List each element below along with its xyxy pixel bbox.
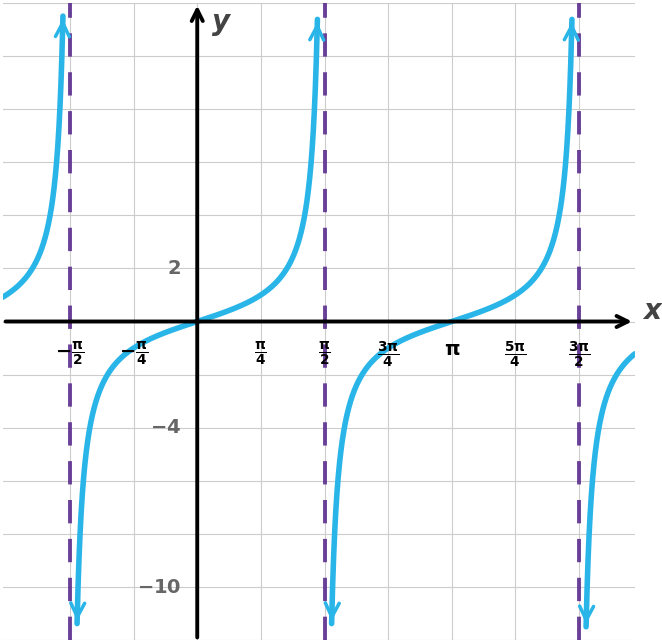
Text: $\mathbf{\frac{\pi}{4}}$: $\mathbf{\frac{\pi}{4}}$ bbox=[254, 340, 267, 368]
Text: $\mathbf{-\frac{\pi}{2}}$: $\mathbf{-\frac{\pi}{2}}$ bbox=[56, 340, 85, 368]
Text: x: x bbox=[643, 297, 661, 325]
Text: y: y bbox=[212, 8, 230, 36]
Text: $\mathbf{2}$: $\mathbf{2}$ bbox=[167, 259, 181, 278]
Text: $\mathbf{-\frac{\pi}{4}}$: $\mathbf{-\frac{\pi}{4}}$ bbox=[119, 340, 148, 368]
Text: $\mathbf{\frac{\pi}{2}}$: $\mathbf{\frac{\pi}{2}}$ bbox=[318, 340, 331, 368]
Text: $\mathbf{\frac{3\pi}{4}}$: $\mathbf{\frac{3\pi}{4}}$ bbox=[377, 340, 399, 370]
Text: $\mathbf{\frac{3\pi}{2}}$: $\mathbf{\frac{3\pi}{2}}$ bbox=[568, 340, 591, 370]
Text: $\mathbf{-4}$: $\mathbf{-4}$ bbox=[150, 418, 181, 437]
Text: $\mathbf{-10}$: $\mathbf{-10}$ bbox=[136, 577, 181, 597]
Text: $\mathbf{\pi}$: $\mathbf{\pi}$ bbox=[444, 340, 460, 359]
Text: $\mathbf{\frac{5\pi}{4}}$: $\mathbf{\frac{5\pi}{4}}$ bbox=[504, 340, 526, 370]
